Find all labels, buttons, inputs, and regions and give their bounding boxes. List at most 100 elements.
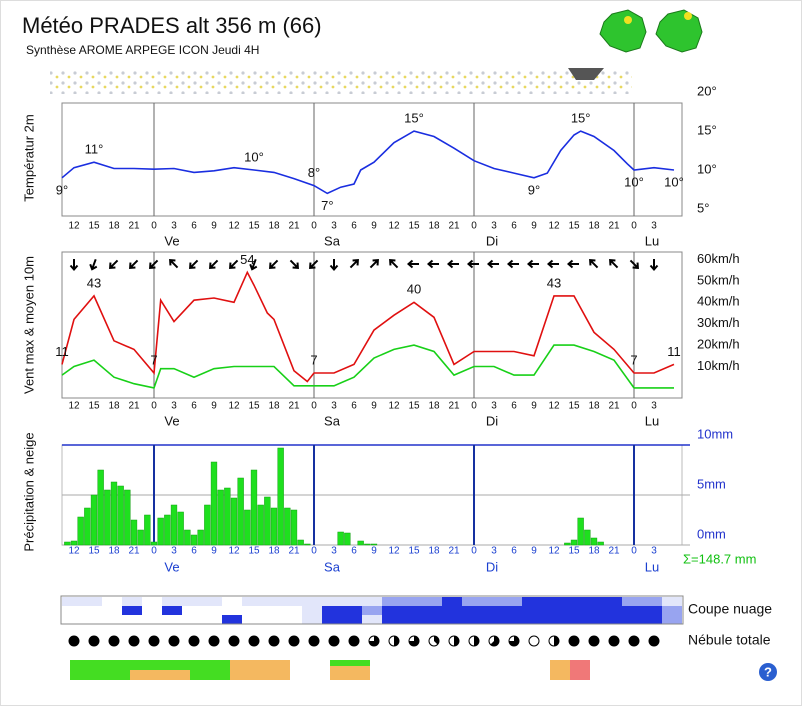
wind-arrow: [109, 259, 119, 269]
cloud-cell: [502, 606, 522, 615]
x-tick-label: 12: [68, 221, 80, 232]
y-tick-label: 5mm: [697, 476, 726, 491]
precip-bar: [110, 481, 118, 546]
x-tick-label: 18: [428, 546, 440, 557]
x-tick-label: 0: [631, 401, 637, 412]
precip-bar: [370, 543, 378, 546]
value-label: 7°: [321, 198, 333, 213]
cloud-cell: [262, 615, 282, 624]
x-tick-label: 15: [88, 401, 100, 412]
x-tick-label: 18: [108, 221, 120, 232]
help-icon[interactable]: [759, 663, 777, 681]
help-text[interactable]: ?: [764, 664, 772, 679]
x-tick-label: 0: [311, 221, 317, 232]
shower-symbols: [130, 670, 190, 680]
x-tick-label: 18: [268, 546, 280, 557]
cloud-symbol: [189, 636, 199, 646]
value-label: 43: [87, 275, 101, 290]
value-label: 15°: [571, 110, 591, 125]
wind-arrow: [129, 259, 139, 269]
x-tick-label: 15: [88, 546, 100, 557]
cloud-symbol: [149, 636, 159, 646]
x-tick-label: 12: [388, 221, 400, 232]
weather-symbols-row: [70, 660, 590, 680]
precip-bar: [170, 504, 178, 546]
cloud-cell: [222, 606, 242, 615]
plot-frame: [61, 102, 683, 217]
x-tick-label: 9: [371, 401, 377, 412]
day-label: Lu: [645, 559, 659, 574]
x-tick-label: 15: [568, 401, 580, 412]
line-series: [61, 130, 675, 195]
value-label: 11: [667, 344, 681, 359]
x-tick-label: 12: [388, 546, 400, 557]
x-tick-label: 15: [408, 401, 420, 412]
cloud-symbol: [569, 636, 579, 646]
precip-bar: [597, 541, 604, 546]
storm-icon: [568, 68, 604, 80]
cloud-cell: [582, 597, 602, 606]
value-label: 54: [240, 252, 254, 267]
cloud-symbol: [269, 636, 279, 646]
x-tick-label: 15: [568, 546, 580, 557]
x-tick-label: 12: [548, 546, 560, 557]
precip-bar: [270, 507, 278, 546]
day-label: Di: [486, 233, 498, 248]
cloud-cell: [182, 606, 202, 615]
cloud-cell: [522, 606, 542, 615]
line-series: [61, 344, 674, 389]
x-tick-label: 6: [191, 221, 197, 232]
y-tick-label: 40km/h: [697, 294, 740, 309]
x-tick-label: 3: [491, 221, 497, 232]
x-tick-label: 18: [588, 546, 600, 557]
x-tick-label: 15: [408, 546, 420, 557]
cloud-cell: [222, 597, 242, 606]
x-tick-label: 21: [608, 401, 620, 412]
wind-arrow: [249, 258, 258, 271]
cloud-cell: [62, 615, 82, 624]
cloud-cell: [282, 597, 302, 606]
cloud-cell: [422, 597, 442, 606]
france-map-icons[interactable]: [599, 9, 703, 53]
precip-bar: [224, 487, 231, 546]
cloud-cell: [302, 597, 322, 606]
x-tick-label: 3: [651, 401, 657, 412]
precip-bar: [184, 529, 191, 546]
precip-bar: [344, 532, 351, 546]
x-tick-label: 18: [108, 401, 120, 412]
precip-bar: [157, 517, 164, 546]
plot-frame: [61, 251, 683, 399]
cloud-cell: [422, 606, 442, 615]
rain-symbols: [330, 660, 370, 666]
x-tick-label: 0: [471, 221, 477, 232]
x-tick-label: 15: [408, 221, 420, 232]
y-tick-label: 10°: [697, 161, 717, 176]
cloud-cell: [582, 606, 602, 615]
x-tick-label: 9: [531, 401, 537, 412]
precip-bar: [137, 529, 144, 546]
x-tick-label: 0: [311, 546, 317, 557]
cloud-cell: [442, 606, 462, 615]
precip-bar: [90, 494, 98, 546]
cloud-cell: [462, 606, 482, 615]
value-label: 15°: [404, 110, 424, 125]
page-title: Météo PRADES alt 356 m (66): [22, 13, 322, 38]
cloud-cell: [382, 615, 402, 624]
precip-bar: [257, 504, 264, 546]
cloud-cell: [222, 615, 242, 624]
map-icon[interactable]: [599, 9, 647, 53]
cloud-cell: [342, 615, 362, 624]
x-tick-label: 3: [171, 401, 177, 412]
cloud-symbol: [89, 636, 99, 646]
cloud-cell: [202, 615, 222, 624]
cloud-symbol: [454, 636, 459, 646]
cloud-cell: [342, 597, 362, 606]
cloud-cell: [162, 606, 182, 615]
wind-arrow: [189, 259, 199, 269]
x-tick-label: 6: [351, 546, 357, 557]
wind-arrow: [389, 259, 399, 269]
help-button[interactable]: ?: [759, 663, 777, 681]
y-tick-label: 5°: [697, 200, 709, 215]
x-tick-label: 12: [68, 546, 80, 557]
precip-bar: [564, 542, 571, 546]
